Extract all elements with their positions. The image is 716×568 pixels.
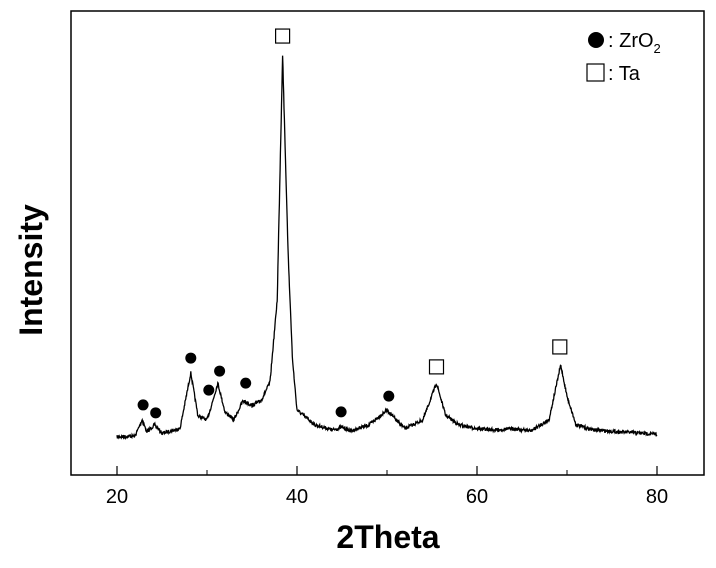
legend-circle-icon bbox=[588, 32, 604, 48]
zro2-peak-marker bbox=[185, 352, 197, 364]
legend: : ZrO2 : Ta bbox=[586, 30, 661, 85]
x-tick-label: 80 bbox=[646, 486, 668, 508]
x-axis-label: 2Theta bbox=[336, 519, 439, 555]
x-tick-label: 40 bbox=[286, 486, 308, 508]
legend-square-icon bbox=[586, 63, 605, 82]
x-tick-label: 20 bbox=[106, 486, 128, 508]
legend-label-zro2: : ZrO2 bbox=[608, 30, 661, 56]
ta-peak-marker bbox=[552, 339, 568, 355]
y-axis-label: Intensity bbox=[13, 204, 49, 336]
legend-label-ta: : Ta bbox=[608, 63, 641, 85]
zro2-peak-marker bbox=[203, 384, 215, 396]
x-tick-label: 60 bbox=[466, 486, 488, 508]
series-line bbox=[116, 55, 658, 441]
ta-peak-marker bbox=[428, 359, 445, 375]
ta-peak-marker bbox=[275, 28, 291, 44]
zro2-peak-marker bbox=[214, 365, 226, 377]
zro2-peak-marker bbox=[240, 377, 252, 389]
zro2-peak-marker bbox=[335, 406, 347, 418]
zro2-peak-marker bbox=[383, 390, 395, 402]
zro2-peak-marker bbox=[137, 399, 149, 411]
zro2-peak-marker bbox=[150, 407, 162, 419]
